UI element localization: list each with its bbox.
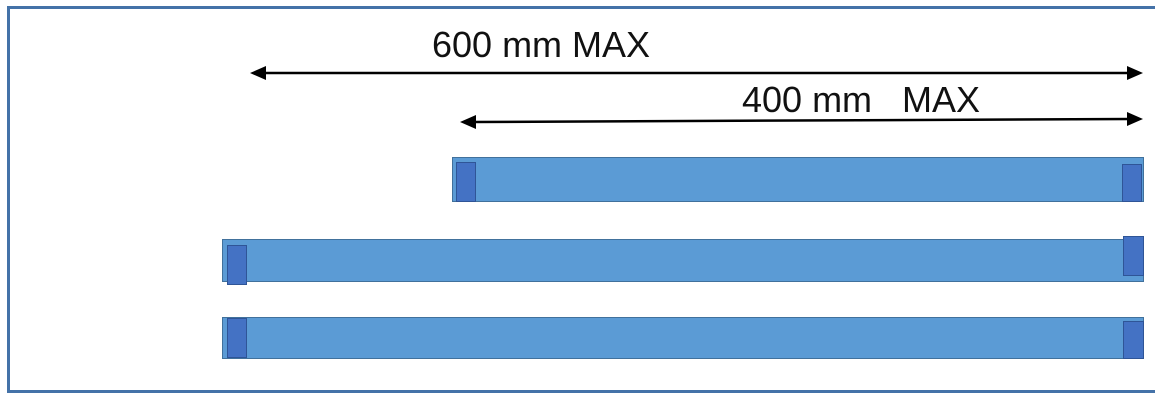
long-bar-1 <box>222 239 1144 282</box>
dimension-arrow-400 <box>460 112 1143 129</box>
bar-end-tab-right <box>1123 321 1144 359</box>
bar-end-tab-right <box>1123 236 1144 276</box>
bar-end-tab-left <box>456 162 476 202</box>
bar-end-tab-right <box>1122 164 1142 202</box>
diagram-frame <box>7 6 1155 393</box>
short-bar <box>452 157 1144 202</box>
dimension-label-600: 600 mm MAX <box>432 24 651 65</box>
dimension-label-400: 400 mm MAX <box>742 79 981 120</box>
bar-end-tab-left <box>227 245 247 285</box>
long-bar-2 <box>222 317 1144 359</box>
dimension-arrow-600 <box>250 66 1143 80</box>
bar-end-tab-left <box>227 318 247 358</box>
